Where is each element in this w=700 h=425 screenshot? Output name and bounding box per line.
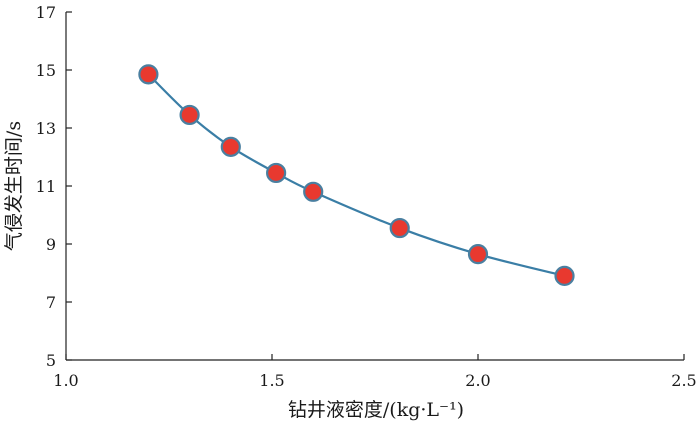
data-point xyxy=(266,162,287,184)
y-axis-title: 气侵发生时间/s xyxy=(3,121,25,251)
data-point xyxy=(389,217,410,239)
x-axis-title: 钻井液密度/(kg·L⁻¹) xyxy=(288,399,464,421)
series-line xyxy=(147,73,565,277)
x-tick-label: 2.5 xyxy=(671,371,696,390)
data-point xyxy=(467,244,489,265)
y-tick-label: 9 xyxy=(46,235,56,254)
y-tick-label: 15 xyxy=(36,61,56,80)
y-tick-label: 17 xyxy=(36,3,56,22)
y-tick-label: 7 xyxy=(46,293,56,312)
data-point xyxy=(303,181,324,202)
data-point xyxy=(179,104,200,126)
series-layer xyxy=(138,64,575,286)
y-tick-label: 11 xyxy=(36,177,56,196)
x-tick-label: 2.0 xyxy=(465,371,490,390)
x-tick-label: 1.5 xyxy=(259,371,284,390)
x-tick-label: 1.0 xyxy=(53,371,78,390)
data-point xyxy=(554,265,575,286)
y-tick-label: 5 xyxy=(46,351,56,370)
data-point xyxy=(220,136,241,157)
axes: 1.0 1.5 2.0 2.5 5 7 9 11 13 15 17 xyxy=(36,3,697,390)
data-point xyxy=(138,64,159,85)
y-tick-label: 13 xyxy=(36,119,56,138)
